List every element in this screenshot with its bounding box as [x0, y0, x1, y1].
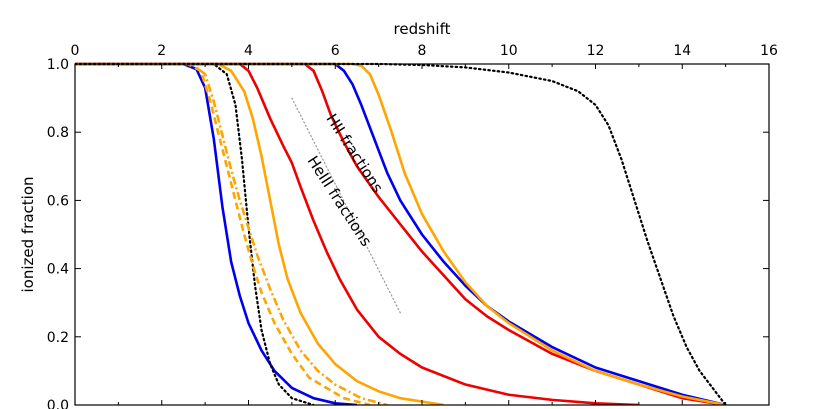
x-tick-label: 8	[418, 43, 427, 59]
series-line-5	[75, 62, 444, 405]
x-tick-label: 16	[760, 43, 778, 59]
y-tick-label: 1.0	[47, 57, 69, 73]
x-tick-label: 2	[157, 43, 166, 59]
series-line-10	[75, 62, 727, 405]
y-axis-label: ionized fraction	[19, 176, 37, 292]
y-tick-label: 0.6	[47, 193, 69, 209]
x-tick-label: 0	[71, 43, 80, 59]
x-tick-label: 4	[244, 43, 253, 59]
series-line-1	[75, 62, 358, 405]
x-tick-label: 10	[500, 43, 518, 59]
y-tick-label: 0.0	[47, 398, 69, 409]
x-tick-label: 12	[587, 43, 605, 59]
series-line-6	[75, 62, 639, 405]
plot-frame	[74, 63, 770, 406]
y-tick-label: 0.2	[47, 330, 69, 346]
x-axis-label: redshift	[394, 20, 451, 38]
x-tick-label: 6	[331, 43, 340, 59]
series-line-3	[75, 62, 371, 405]
series-line-8	[75, 62, 726, 405]
ticks-layer: 0 2 4 6 8 10 12 14 16 0.0 0.2 0.4 0.6 0.8 1.0	[47, 43, 778, 409]
series-line-4	[75, 62, 388, 405]
y-tick-label: 0.8	[47, 125, 69, 141]
series-line-9	[75, 62, 726, 405]
x-tick-label: 14	[673, 43, 691, 59]
y-tick-label: 0.4	[47, 262, 69, 278]
plot-layer	[75, 62, 727, 405]
